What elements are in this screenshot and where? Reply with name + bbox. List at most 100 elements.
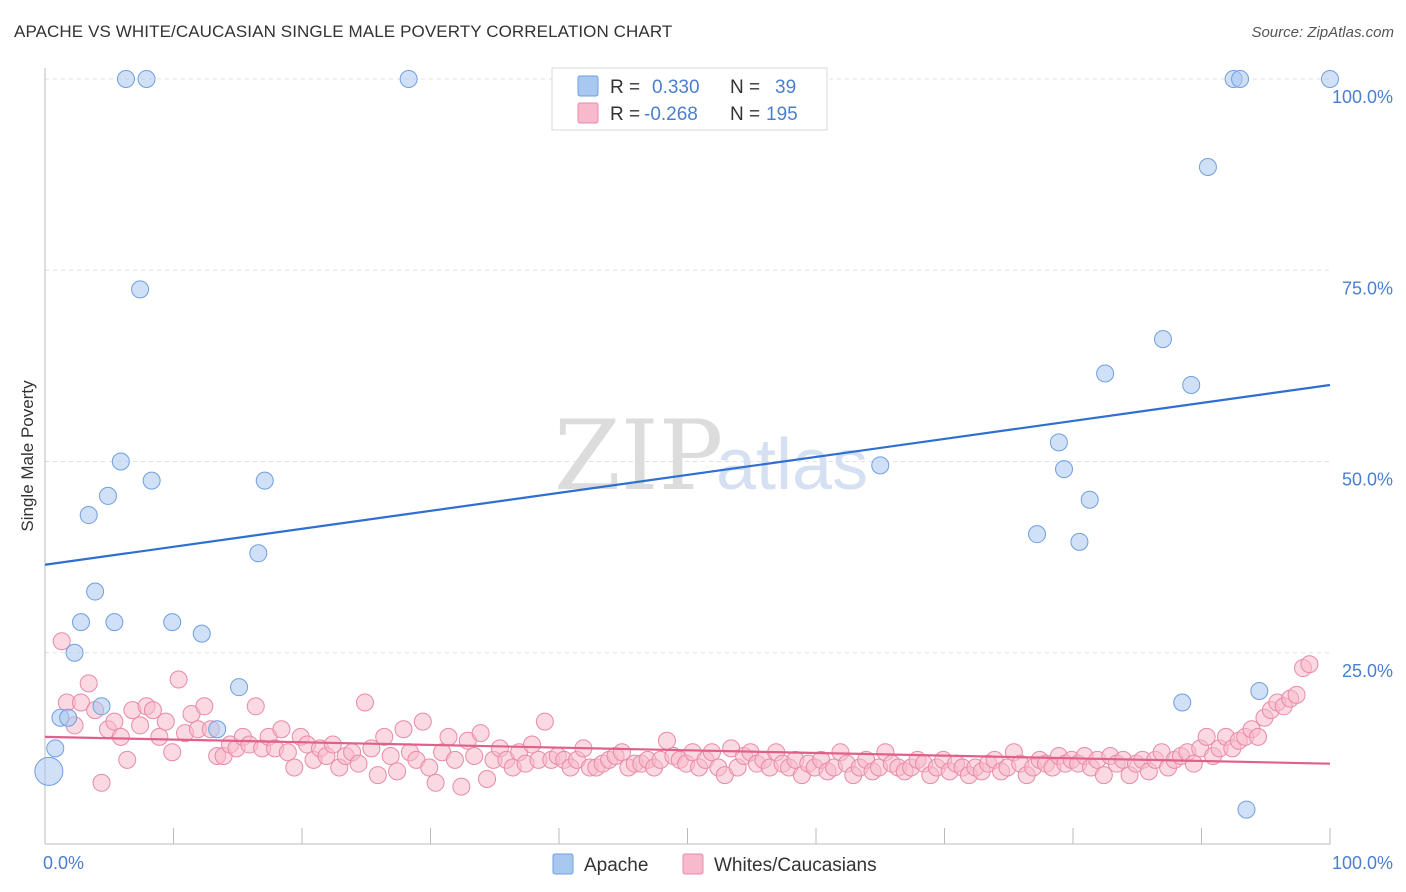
whites-point-17: [163, 743, 182, 762]
apache-point-7: [86, 582, 105, 601]
watermark-zip: ZIP: [554, 400, 723, 512]
apache-point-35: [1231, 70, 1250, 88]
whites-point-194: [1300, 655, 1319, 674]
whites-point-10: [118, 750, 137, 769]
whites-point-15: [150, 727, 169, 746]
apache-point-27: [1070, 532, 1089, 551]
whites-point-52: [388, 762, 407, 781]
whites-point-56: [413, 712, 432, 731]
apache-point-18: [208, 720, 227, 739]
gridlines: [45, 78, 1330, 654]
apache-point-20: [249, 544, 268, 563]
apache-point-8: [92, 697, 111, 716]
whites-point-66: [478, 769, 497, 788]
apache-points: [34, 70, 1339, 819]
whites-point-30: [246, 697, 265, 716]
whites-point-162: [1094, 766, 1113, 785]
apache-point-29: [1096, 364, 1115, 383]
whites-point-9: [111, 727, 130, 746]
whites-points: [52, 632, 1319, 796]
apache-point-9: [98, 486, 117, 505]
apache-point-4: [65, 643, 84, 662]
apache-point-28: [1080, 490, 1099, 509]
whites-point-178: [1197, 727, 1216, 746]
apache-point-36: [1237, 800, 1256, 819]
apache-point-32: [1182, 376, 1201, 394]
whites-point-47: [355, 693, 374, 712]
legend-swatch-whites: [577, 102, 599, 124]
watermark: ZIP atlas: [554, 400, 868, 512]
whites-point-176: [1184, 754, 1203, 773]
legend-r-value-apache: 0.330: [652, 77, 700, 98]
whites-point-18: [169, 670, 188, 689]
legend-r-label-apache: R =: [610, 77, 640, 98]
apache-point-11: [111, 452, 130, 471]
whites-point-35: [278, 743, 297, 762]
legend-n-value-whites: 195: [766, 104, 798, 125]
apache-point-14: [137, 70, 156, 88]
apache-point-31: [1173, 693, 1192, 712]
legend-n-value-apache: 39: [775, 77, 796, 98]
apache-point-12: [116, 70, 135, 88]
whites-point-75: [535, 712, 554, 731]
x-tick-label-max: 100.0%: [1332, 853, 1393, 873]
whites-point-34: [272, 720, 291, 739]
whites-point-14: [143, 701, 162, 720]
legend-r-label-whites: R =: [610, 104, 640, 125]
apache-point-1: [46, 739, 65, 758]
bottom-legend-apache: Apache: [584, 855, 648, 876]
whites-point-49: [368, 766, 387, 785]
whites-point-50: [375, 727, 394, 746]
whites-point-3: [71, 693, 90, 712]
tick-labels: 25.0% 50.0% 75.0% 100.0% 0.0% 100.0%: [43, 87, 1393, 873]
legend-swatch-apache: [577, 75, 599, 97]
whites-point-22: [195, 697, 214, 716]
bottom-legend-whites: Whites/Caucasians: [714, 855, 877, 876]
apache-point-37: [1250, 682, 1269, 700]
whites-point-101: [702, 743, 721, 762]
y-tick-label-25: 25.0%: [1342, 661, 1393, 681]
apache-point-26: [1055, 460, 1074, 479]
whites-point-60: [439, 727, 458, 746]
whites-point-6: [92, 773, 111, 792]
apache-point-30: [1153, 330, 1172, 349]
legend-r-value-whites: -0.268: [644, 104, 698, 125]
whites-point-65: [471, 724, 490, 743]
apache-point-19: [230, 678, 249, 697]
apache-point-13: [131, 280, 150, 299]
apache-point-10: [105, 613, 124, 632]
whites-point-4: [79, 674, 98, 693]
apache-point-21: [255, 471, 274, 490]
apache-point-24: [1028, 525, 1047, 544]
apache-point-0: [34, 756, 64, 786]
whites-point-94: [657, 731, 676, 750]
bottom-legend-swatch-whites: [682, 853, 704, 875]
whites-point-61: [445, 750, 464, 769]
whites-point-0: [52, 632, 71, 651]
apache-point-16: [163, 613, 182, 632]
whites-point-192: [1287, 685, 1306, 704]
apache-point-38: [1321, 70, 1339, 88]
whites-point-51: [381, 747, 400, 766]
whites-point-16: [156, 712, 175, 731]
apache-point-33: [1198, 157, 1217, 176]
x-tick-label-min: 0.0%: [43, 853, 84, 873]
whites-point-62: [452, 777, 471, 796]
legend: R = 0.330 N = 39 R = -0.268 N = 195: [551, 67, 828, 131]
whites-point-64: [465, 747, 484, 766]
trendline-apache: [44, 383, 1331, 566]
apache-point-25: [1049, 433, 1068, 452]
bottom-legend: Apache Whites/Caucasians: [552, 853, 877, 876]
whites-point-57: [420, 758, 439, 777]
axes: [44, 68, 1331, 845]
apache-point-5: [71, 613, 90, 632]
trendlines: [44, 383, 1331, 765]
legend-n-label-whites: N =: [730, 104, 760, 125]
whites-point-36: [285, 758, 304, 777]
y-axis-label: Single Male Poverty: [18, 380, 37, 532]
watermark-atlas: atlas: [716, 425, 868, 505]
whites-point-8: [105, 712, 124, 731]
whites-point-12: [131, 716, 150, 735]
whites-point-46: [349, 754, 368, 773]
